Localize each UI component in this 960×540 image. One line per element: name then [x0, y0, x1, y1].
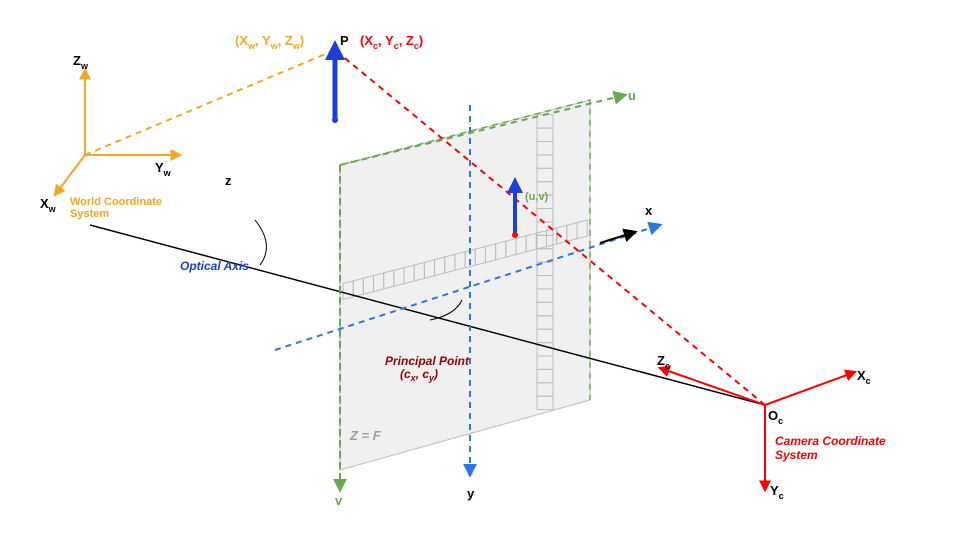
point-p-base: [332, 117, 338, 123]
u-axis-label: u: [628, 88, 636, 103]
y-axis-label: y: [467, 486, 475, 501]
x-axis-label: x: [645, 203, 653, 218]
world-x-label: Xw: [40, 196, 57, 214]
projected-point-base: [512, 232, 518, 238]
camera-y-label: Yc: [770, 483, 784, 501]
camera-x-axis: [765, 372, 855, 405]
point-p-label: P: [340, 33, 349, 48]
world-z-label: Zw: [73, 53, 89, 71]
camera-x-label: Xc: [857, 368, 871, 386]
world-x-axis: [55, 155, 85, 195]
world-to-point-dash: [85, 50, 335, 155]
camera-z-axis: [660, 368, 765, 405]
z-axis-label: z: [225, 173, 232, 188]
v-axis-label: v: [335, 493, 343, 508]
image-x-axis-black: [600, 232, 635, 243]
optical-axis-arc: [255, 220, 266, 265]
world-system-label: World Coordinate System: [70, 196, 165, 220]
camera-system-label: Camera Coordinate System: [775, 434, 889, 462]
camera-origin-label: Oc: [768, 408, 783, 426]
optical-axis-label: Optical Axis: [180, 259, 249, 273]
point-p-camera-coords: (Xc, Yc, Zc): [360, 33, 423, 51]
world-y-label: Yw: [155, 160, 172, 178]
uv-label: (u,v): [525, 191, 549, 203]
z-equals-f-label: Z = F: [349, 428, 382, 443]
point-p-world-coords: (Xw, Yw, Zw): [235, 33, 304, 51]
